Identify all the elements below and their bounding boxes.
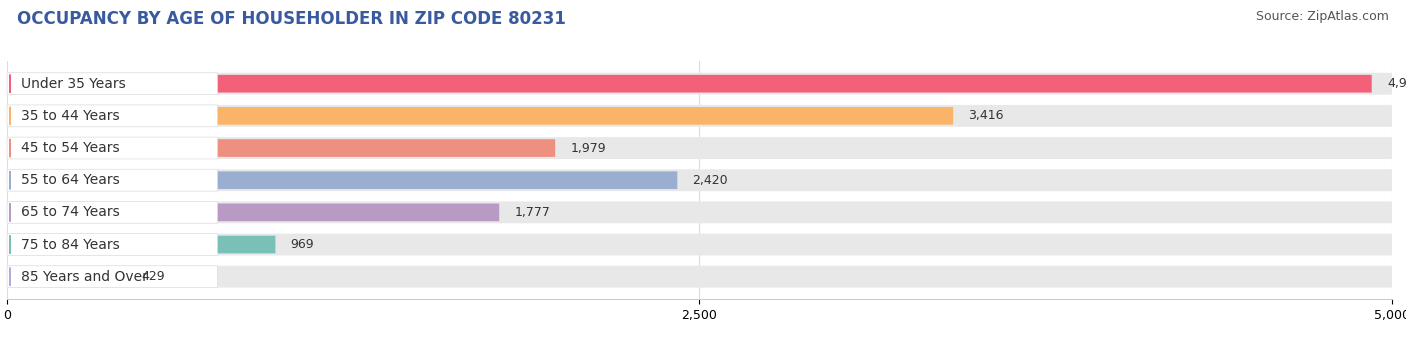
FancyBboxPatch shape xyxy=(7,201,218,223)
FancyBboxPatch shape xyxy=(7,139,555,157)
FancyBboxPatch shape xyxy=(7,266,1392,288)
Text: 2,420: 2,420 xyxy=(693,174,728,187)
Text: 65 to 74 Years: 65 to 74 Years xyxy=(21,205,120,219)
FancyBboxPatch shape xyxy=(7,137,1392,159)
FancyBboxPatch shape xyxy=(7,75,1372,92)
FancyBboxPatch shape xyxy=(7,266,218,288)
Text: 969: 969 xyxy=(291,238,315,251)
FancyBboxPatch shape xyxy=(7,137,218,159)
Text: 85 Years and Over: 85 Years and Over xyxy=(21,270,148,284)
Text: OCCUPANCY BY AGE OF HOUSEHOLDER IN ZIP CODE 80231: OCCUPANCY BY AGE OF HOUSEHOLDER IN ZIP C… xyxy=(17,10,565,28)
FancyBboxPatch shape xyxy=(7,105,218,127)
FancyBboxPatch shape xyxy=(7,107,953,125)
Text: 35 to 44 Years: 35 to 44 Years xyxy=(21,109,120,123)
Text: Source: ZipAtlas.com: Source: ZipAtlas.com xyxy=(1256,10,1389,23)
FancyBboxPatch shape xyxy=(7,169,1392,191)
FancyBboxPatch shape xyxy=(7,234,1392,255)
Text: 1,777: 1,777 xyxy=(515,206,550,219)
FancyBboxPatch shape xyxy=(7,201,1392,223)
Text: 45 to 54 Years: 45 to 54 Years xyxy=(21,141,120,155)
FancyBboxPatch shape xyxy=(7,171,678,189)
Text: 4,927: 4,927 xyxy=(1386,77,1406,90)
Text: 75 to 84 Years: 75 to 84 Years xyxy=(21,238,120,252)
FancyBboxPatch shape xyxy=(7,105,1392,127)
Text: 55 to 64 Years: 55 to 64 Years xyxy=(21,173,120,187)
FancyBboxPatch shape xyxy=(7,204,499,221)
FancyBboxPatch shape xyxy=(7,169,218,191)
Text: 1,979: 1,979 xyxy=(571,141,606,155)
FancyBboxPatch shape xyxy=(7,73,218,95)
FancyBboxPatch shape xyxy=(7,234,218,255)
Text: 3,416: 3,416 xyxy=(969,109,1004,122)
Text: Under 35 Years: Under 35 Years xyxy=(21,77,125,91)
Text: 429: 429 xyxy=(141,270,165,283)
FancyBboxPatch shape xyxy=(7,268,127,286)
FancyBboxPatch shape xyxy=(7,236,276,253)
FancyBboxPatch shape xyxy=(7,73,1392,95)
